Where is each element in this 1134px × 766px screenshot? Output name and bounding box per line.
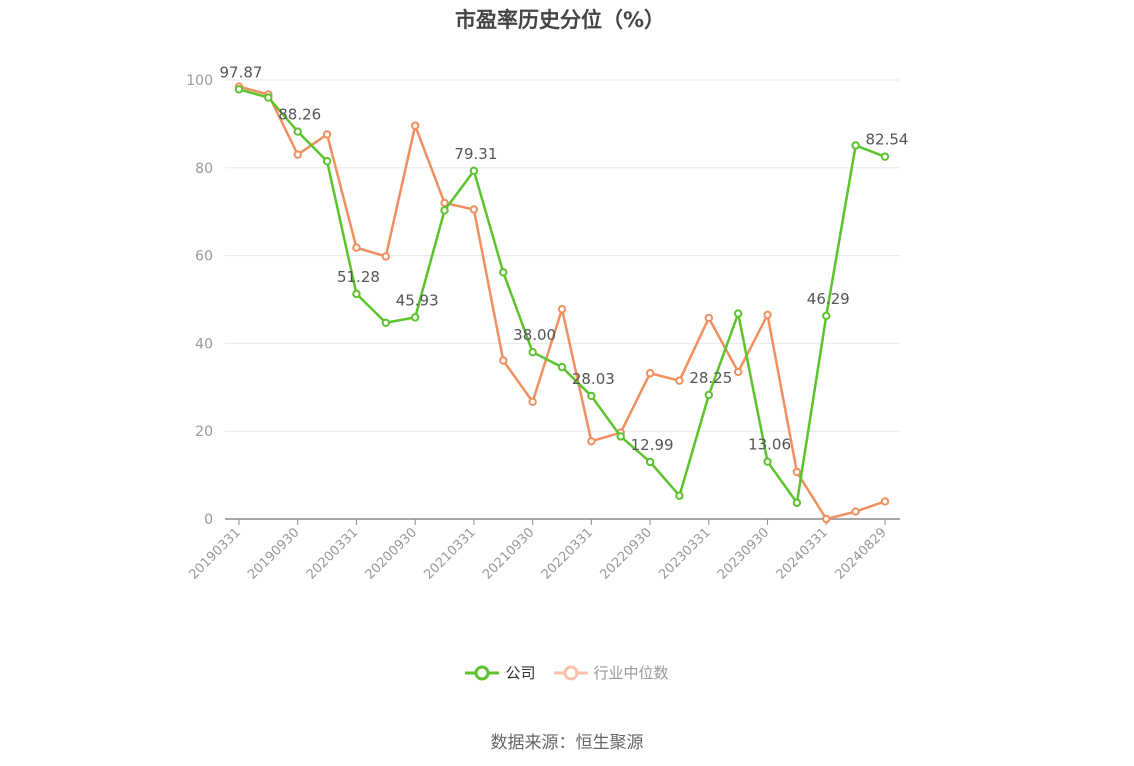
x-tick-label-20220331: 20220331 — [539, 525, 596, 582]
grid-lines — [225, 79, 900, 432]
series-0-point-20200630 — [381, 318, 391, 327]
y-tick-label-40: 40 — [195, 336, 213, 352]
series-1-point-20210630 — [499, 356, 508, 365]
line-chart: 0 20 40 60 80 100 20190331 20190930 20200331 2020… — [186, 63, 909, 582]
x-tick-label-20190930: 20190930 — [245, 525, 302, 582]
legend-item-company[interactable]: 公司 — [465, 662, 536, 683]
series-1-point-20191231 — [322, 130, 332, 139]
x-tick-label-20220930: 20220930 — [598, 525, 655, 582]
data-label-20190930: 88.26 — [278, 106, 321, 124]
legend-industry-symbol — [553, 665, 588, 680]
series-1-point-20240630 — [851, 507, 860, 516]
data-label-20210930: 38.00 — [513, 326, 556, 344]
series-1-point-20200331 — [352, 243, 361, 252]
series-1-point-20240331 — [822, 514, 831, 524]
series-0-point-20210630 — [499, 268, 508, 277]
data-label-20240331: 46.29 — [807, 290, 850, 308]
series-1-point-20230331 — [704, 313, 714, 323]
series-0-point-20230630 — [733, 309, 743, 318]
x-tick-label-20200331: 20200331 — [304, 525, 361, 582]
series-0-point-20201231 — [440, 206, 449, 215]
series-0-point-20231231 — [792, 498, 802, 507]
data-label-20200930: 45.93 — [396, 291, 439, 309]
series-0-point-20200930 — [410, 313, 420, 322]
series-1-point-20200930 — [410, 121, 420, 130]
series-1-point-20240829 — [880, 497, 890, 506]
chart-title: 市盈率历史分位（%） — [454, 8, 666, 32]
series-1-point-20210331 — [469, 205, 479, 214]
x-tick-label-20240331: 20240331 — [774, 525, 831, 582]
series-0-point-20230930 — [763, 457, 772, 466]
data-label-20200331: 51.28 — [337, 268, 380, 286]
series-1-point-20201231 — [440, 198, 449, 208]
legend-company-symbol — [465, 665, 500, 680]
series-0-point-20230331 — [704, 390, 714, 400]
series-1-point-20211231 — [557, 304, 567, 314]
x-tick-label-20230331: 20230331 — [656, 525, 713, 582]
series-1-point-20220930 — [645, 369, 655, 378]
series-1-point-20230930 — [763, 310, 772, 320]
series-0-point-20190331 — [234, 85, 244, 94]
data-label-20240829: 82.54 — [866, 131, 909, 149]
series-0-point-20240331 — [822, 311, 831, 320]
series-1-point-20221231 — [675, 376, 684, 385]
y-tick-label-80: 80 — [195, 161, 213, 177]
series-1-point-20190930 — [293, 150, 302, 159]
series-1-point-20230630 — [733, 367, 743, 377]
data-label-20220930: 12.99 — [631, 436, 674, 454]
series-1-point-20220331 — [587, 437, 596, 446]
data-label-20210331: 79.31 — [454, 145, 497, 163]
x-tick-label-20210930: 20210930 — [480, 525, 537, 582]
series-0-point-20190930 — [293, 127, 302, 136]
y-tick-label-60: 60 — [195, 249, 213, 265]
x-tick-label-20210331: 20210331 — [421, 525, 478, 582]
legend-item-industry[interactable]: 行业中位数 — [553, 662, 669, 683]
series-0-point-20210331 — [469, 166, 479, 176]
legend-industry-label: 行业中位数 — [593, 664, 669, 682]
x-tick-label-20190331: 20190331 — [186, 525, 243, 582]
series-0-point-20240829 — [880, 152, 890, 161]
x-tick-label-20200930: 20200930 — [363, 525, 420, 582]
series-0-point-20200331 — [352, 289, 361, 299]
legend-company-label: 公司 — [505, 664, 536, 682]
series-0-point-20210930 — [528, 347, 537, 357]
data-labels: 97.87 88.26 51.28 45.93 79.31 38.00 28.03 12.99… — [220, 63, 909, 454]
series-0-point-20220331 — [587, 391, 596, 401]
series-0-point-20221231 — [675, 491, 684, 500]
data-label-20220331: 28.03 — [572, 370, 615, 388]
series-line-1 — [238, 85, 886, 521]
y-tick-label-0: 0 — [204, 512, 213, 528]
series-lines — [234, 82, 890, 524]
legend: 公司 行业中位数 — [0, 662, 1134, 683]
data-label-20230331: 28.25 — [689, 369, 732, 387]
series-0-point-20220630 — [616, 432, 625, 441]
series-0-point-20220930 — [645, 457, 655, 467]
x-tick-label-20230930: 20230930 — [715, 525, 772, 582]
y-tick-label-20: 20 — [195, 424, 213, 440]
series-0-point-20211231 — [557, 362, 567, 372]
series-0-point-20191231 — [322, 157, 332, 166]
series-0-point-20190630 — [264, 93, 273, 102]
series-0-point-20240630 — [851, 141, 860, 150]
series-1-point-20210930 — [528, 397, 537, 406]
data-label-20190331: 97.87 — [220, 63, 263, 81]
data-label-20230930: 13.06 — [748, 436, 791, 454]
y-tick-label-100: 100 — [186, 73, 213, 89]
x-tick-label-20240829: 20240829 — [832, 525, 889, 582]
data-source: 数据来源：恒生聚源 — [490, 733, 644, 753]
series-1-point-20231231 — [792, 467, 802, 477]
series-1-point-20200630 — [381, 252, 391, 261]
